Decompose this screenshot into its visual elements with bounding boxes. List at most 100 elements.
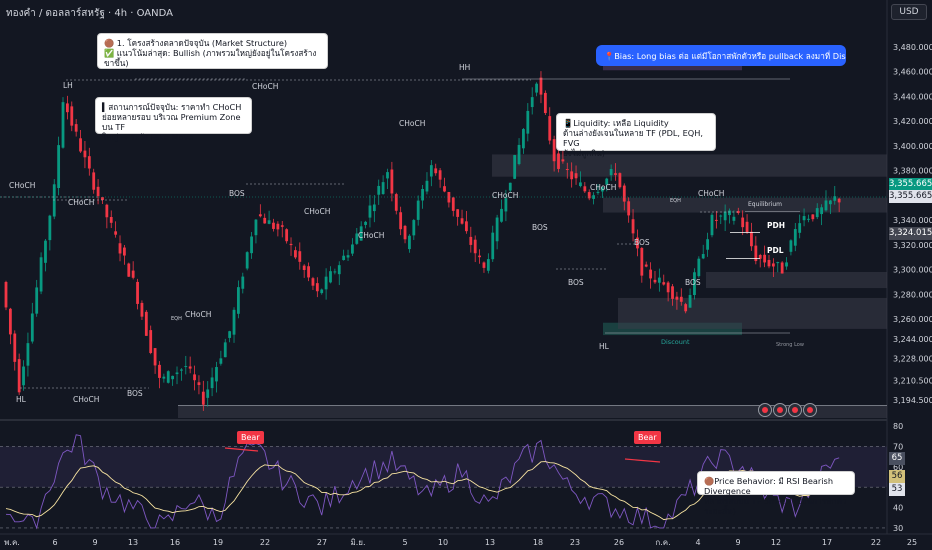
candle-body [188,366,192,369]
candle-body [333,271,337,273]
candle-body [662,282,666,285]
structure-label: EQH [171,316,182,322]
rsi-tag-53: 53 [889,483,905,496]
candle-body [522,129,525,149]
candle-body [811,214,815,220]
candle-body [61,102,65,148]
price-tick-label: 3,340.000 [893,216,932,225]
currency-badge[interactable]: USD [891,4,927,20]
candle-body [337,265,341,275]
candle-body [74,124,78,132]
rsi-divergence-line [224,447,259,452]
candle-body [8,308,12,335]
rsi-ma-line [5,461,840,521]
candle-body [714,219,718,221]
structure-label: CHoCH [9,181,35,190]
note-market-structure-line2: ✅ แนวโน้มล่าสุด: Bullish (ภาพรวมใหญ่ยังอ… [104,48,317,68]
structure-label: CHoCH [304,207,330,216]
note-liquidity[interactable]: 📱Liquidity: เหลือ Liquidity ด้านล่างยังเ… [556,113,716,158]
event-flag-icon[interactable] [773,403,787,417]
symbol-title[interactable]: ทองคำ / ดอลลาร์สหรัฐ · 4h · OANDA [6,8,173,19]
event-flag-icon[interactable] [758,403,772,417]
price-tag-crosshair: 3,324.015 [889,227,932,240]
candle-body [17,359,21,393]
candle-body [52,184,56,217]
structure-label: CHoCH [590,183,616,192]
structure-label: CHoCH [399,119,425,128]
candle-body [587,192,591,199]
structure-label: CHoCH [73,395,99,404]
candle-body [219,358,223,364]
rsi-tick-label: 70 [893,442,903,451]
candle-body [232,309,236,335]
rsi-tick-label: 60 [893,463,903,472]
price-tick-label: 3,280.000 [893,290,932,299]
time-tick-label: 4 [695,538,700,547]
candle-body [574,173,578,179]
candle-body [539,77,543,95]
candle-body [793,229,797,246]
structure-label: CHoCH [358,231,384,240]
event-flag-icon[interactable] [803,403,817,417]
candle-body [771,263,775,267]
structure-label: BOS [532,223,548,232]
candle-body [346,255,350,258]
structure-label: PDH [767,221,785,230]
candle-body [70,106,74,126]
bear-divergence-label-1: Bear [237,431,264,444]
structure-label: PDL [767,246,784,255]
candle-body [438,170,442,180]
rsi-tag-56: 56 [889,470,905,483]
candle-body [408,235,411,250]
time-tick-label: 19 [213,538,223,547]
note-bias-text: 📍Bias: Long bias ต่อ แต่มีโอกาสพักตัวหรื… [604,51,846,61]
price-tick-label: 3,244.000 [893,335,932,344]
candle-body [750,231,753,247]
candle-body [465,221,468,232]
candle-body [184,366,188,368]
note-current-line3: ใหญ่ → ระวัง Fake Move [102,132,194,142]
candle-body [223,342,227,358]
candle-body [802,216,806,221]
candle-body [254,219,258,236]
rsi-tick-label: 40 [893,504,903,513]
note-market-structure[interactable]: 🟤 1. โครงสร้างตลาดปัจจุบัน (Market Struc… [97,33,328,69]
candle-body [237,287,240,314]
note-current-line1: ▍สถานการณ์ปัจจุบัน: ราคาทำ CHoCH [102,102,242,112]
candle-body [118,243,122,254]
candle-body [57,145,61,188]
candle-body [26,343,30,366]
candle-body [679,296,683,302]
candle-body [245,252,249,269]
note-price-behavior-line1: 🟤Price Behavior: มี RSI Bearish Divergen… [704,476,834,496]
note-current-situation[interactable]: ▍สถานการณ์ปัจจุบัน: ราคาทำ CHoCH ย่อยหลา… [95,97,252,142]
candle-body [631,219,635,234]
candle-body [675,296,679,300]
price-tick-label: 3,210.500 [893,376,932,385]
event-flag-icon[interactable] [788,403,802,417]
liquidity-block [618,297,887,329]
candle-body [600,187,604,192]
candle-body [710,214,714,236]
candle-body [166,371,170,383]
price-tick-label: 3,420.000 [893,117,932,126]
price-tick-label: 3,480.000 [893,43,932,52]
structure-label: HL [16,395,27,404]
time-tick-label: 6 [52,538,57,547]
time-tick-label: 18 [533,538,543,547]
candle-body [342,255,346,261]
candle-body [394,194,398,211]
candle-body [48,215,52,241]
candle-body [359,226,363,241]
candle-body [175,372,179,375]
candle-body [622,185,626,202]
candle-body [65,103,69,113]
candle-body [180,369,183,371]
candle-body [552,139,556,162]
candle-body [460,218,464,224]
candle-body [824,200,828,211]
note-bias[interactable]: 📍Bias: Long bias ต่อ แต่มีโอกาสพักตัวหรื… [596,45,846,66]
note-price-behavior[interactable]: 🟤Price Behavior: มี RSI Bearish Divergen… [697,471,855,516]
candle-body [486,259,490,271]
